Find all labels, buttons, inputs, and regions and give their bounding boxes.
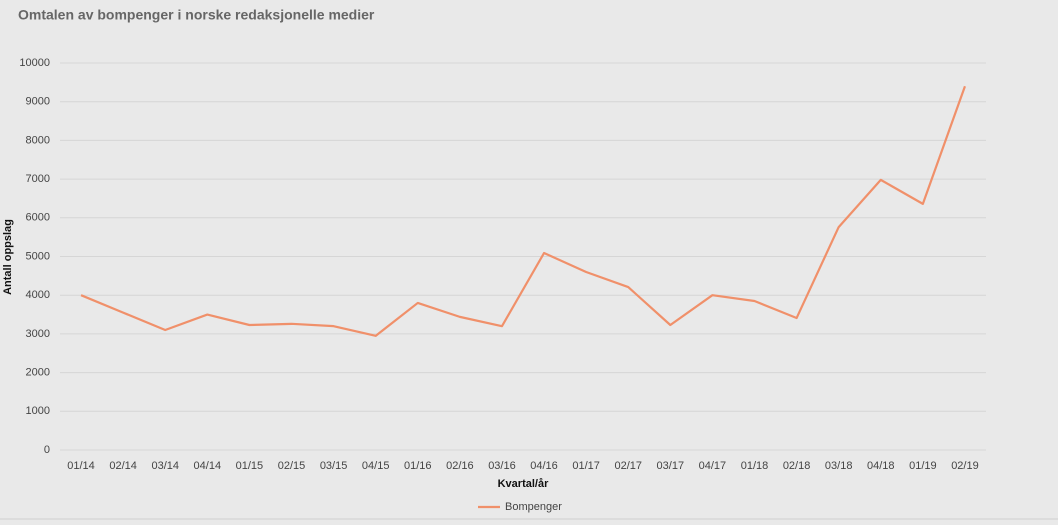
y-tick-label: 2000 <box>26 367 50 379</box>
x-tick-label: 02/16 <box>446 460 474 472</box>
x-tick-label: 01/19 <box>909 460 937 472</box>
x-tick-label: 01/14 <box>67 460 95 472</box>
x-tick-label: 01/18 <box>741 460 769 472</box>
data-line <box>80 85 966 337</box>
y-tick-label: 10000 <box>19 57 50 69</box>
x-tick-label: 04/14 <box>194 460 222 472</box>
y-tick-label: 5000 <box>26 250 50 262</box>
chart-title: Omtalen av bompenger i norske redaksjone… <box>18 7 375 23</box>
x-tick-label: 04/16 <box>530 460 558 472</box>
x-tick-label: 03/15 <box>320 460 348 472</box>
x-tick-label: 03/18 <box>825 460 853 472</box>
y-tick-label: 7000 <box>26 173 50 185</box>
legend-label: Bompenger <box>505 501 562 513</box>
x-tick-label: 02/18 <box>783 460 811 472</box>
x-tick-label: 02/19 <box>951 460 979 472</box>
y-tick-label: 0 <box>44 444 50 456</box>
x-tick-label: 03/16 <box>488 460 516 472</box>
y-tick-label: 6000 <box>26 212 50 224</box>
x-tick-label: 02/14 <box>109 460 137 472</box>
y-tick-label: 3000 <box>26 328 50 340</box>
x-axis-title: Kvartal/år <box>498 478 549 490</box>
x-tick-label: 04/17 <box>699 460 727 472</box>
y-axis-title: Antall oppslag <box>2 219 14 295</box>
x-tick-label: 02/15 <box>278 460 306 472</box>
x-tick-label: 01/17 <box>572 460 600 472</box>
x-tick-label: 01/16 <box>404 460 432 472</box>
x-tick-label: 02/17 <box>614 460 642 472</box>
y-tick-label: 1000 <box>26 405 50 417</box>
y-tick-label: 4000 <box>26 289 50 301</box>
x-tick-label: 03/14 <box>151 460 179 472</box>
x-tick-label: 01/15 <box>236 460 264 472</box>
y-tick-label: 8000 <box>26 134 50 146</box>
x-tick-label: 04/15 <box>362 460 390 472</box>
x-tick-label: 03/17 <box>657 460 685 472</box>
y-tick-label: 9000 <box>26 96 50 108</box>
x-tick-label: 04/18 <box>867 460 895 472</box>
